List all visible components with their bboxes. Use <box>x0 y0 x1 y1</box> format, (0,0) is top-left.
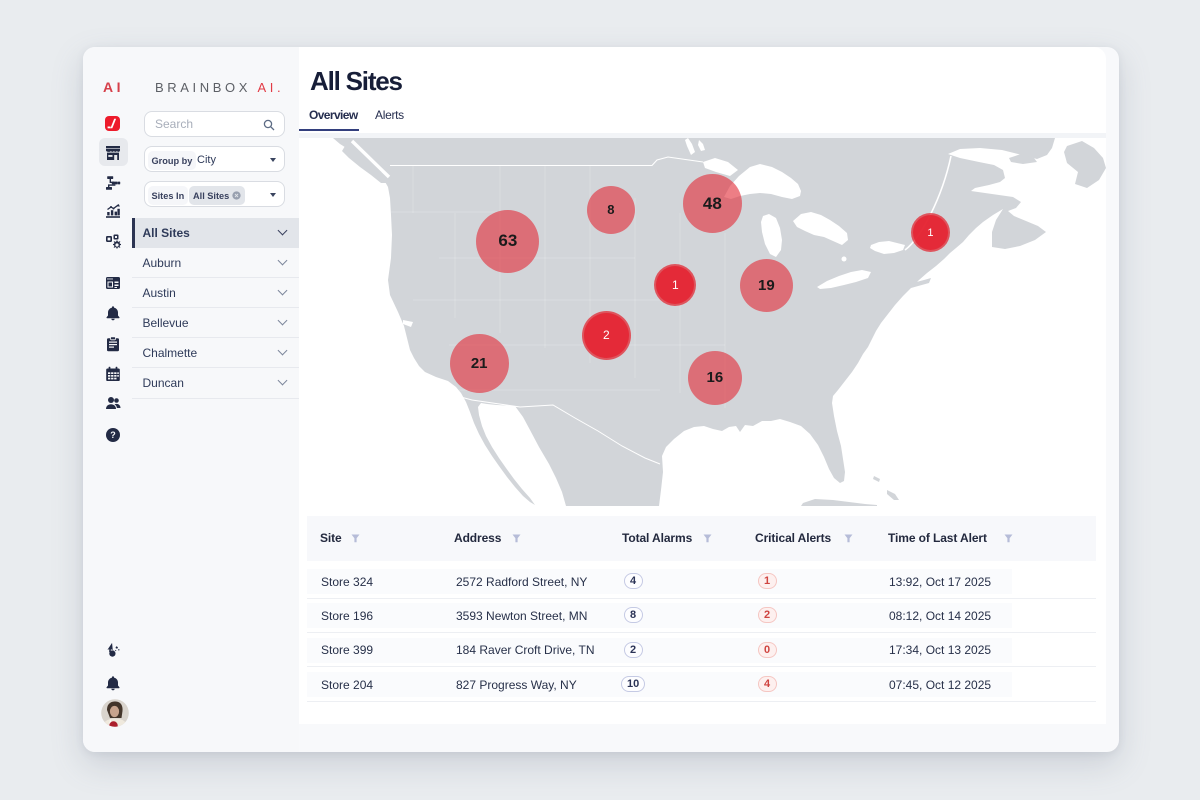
svg-text:?: ? <box>110 430 116 440</box>
